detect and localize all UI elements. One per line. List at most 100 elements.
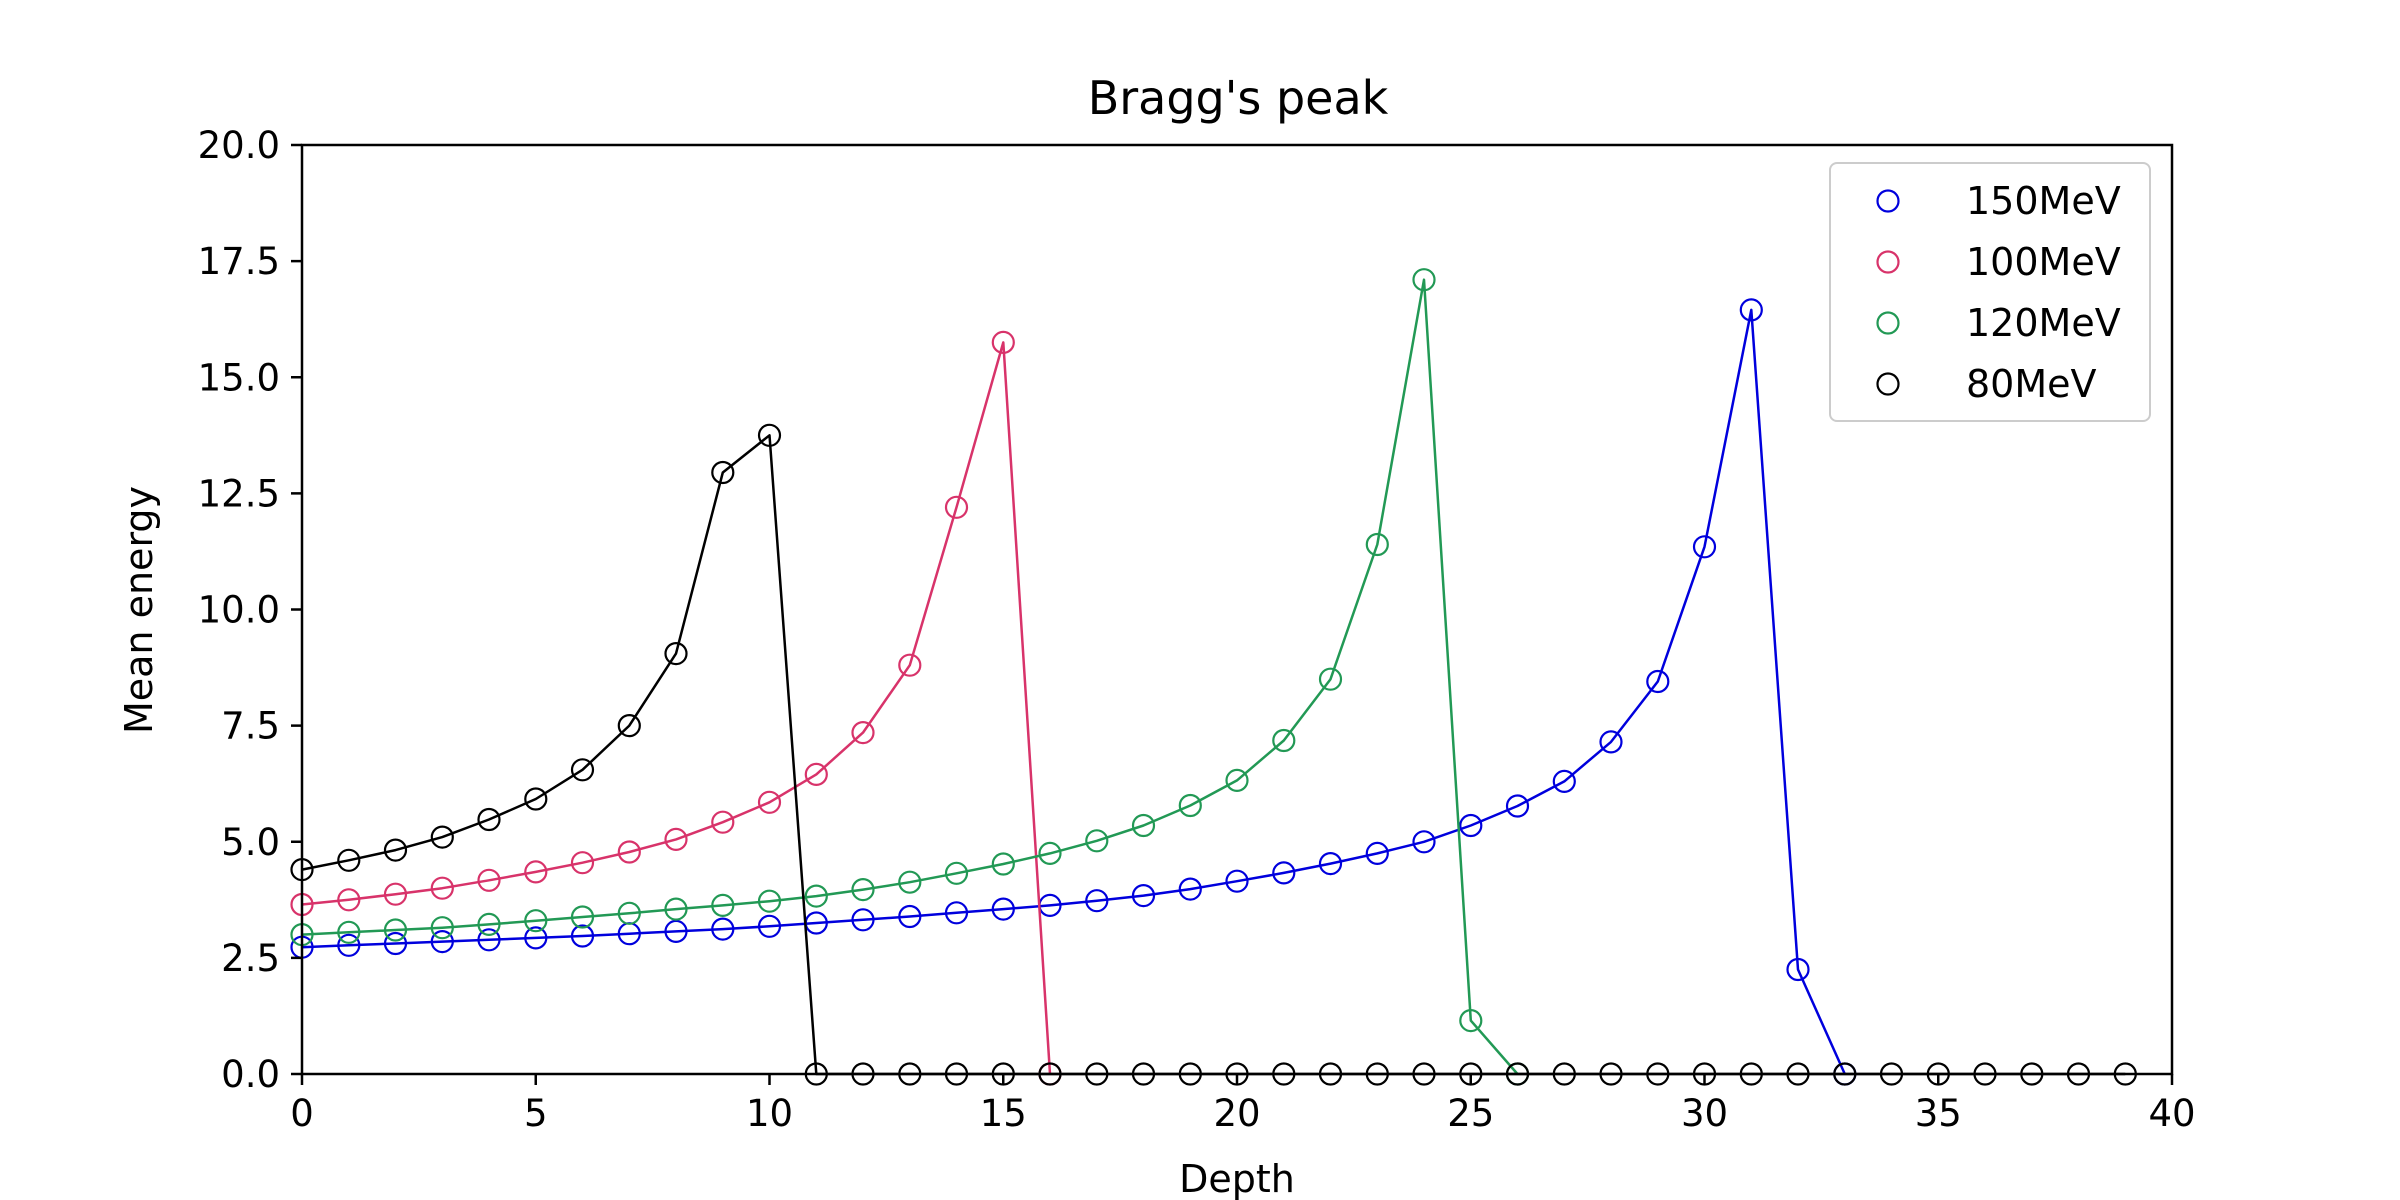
- data-point: [1178, 793, 1202, 818]
- data-point: [1318, 667, 1343, 691]
- data-point: [1739, 298, 1763, 322]
- data-point: [1505, 794, 1530, 818]
- legend-label: 100MeV: [1966, 240, 2121, 284]
- data-point: [991, 897, 1015, 921]
- x-tick-label: 35: [1915, 1092, 1962, 1135]
- data-point: [337, 933, 361, 957]
- data-point: [757, 914, 782, 938]
- x-tick-label: 5: [524, 1092, 548, 1135]
- legend-marker: [1876, 311, 1900, 335]
- data-point: [757, 423, 782, 447]
- data-point: [383, 931, 408, 956]
- data-point: [944, 901, 969, 925]
- series-120MeV: [290, 268, 1530, 1086]
- legend-box: [1829, 162, 2151, 422]
- legend-marker: [1876, 372, 1900, 396]
- y-tick-label: 2.5: [221, 937, 280, 980]
- series-line: [301, 308, 1846, 1075]
- data-point: [664, 827, 688, 852]
- data-point: [1786, 957, 1810, 982]
- series-line: [301, 341, 1052, 1075]
- data-point: [1318, 851, 1343, 876]
- data-point: [1225, 869, 1249, 893]
- data-point: [570, 905, 595, 929]
- y-tick-label: 7.5: [221, 705, 280, 748]
- data-point: [1599, 730, 1623, 754]
- data-point: [1365, 841, 1389, 866]
- data-point: [337, 888, 361, 912]
- data-point: [524, 860, 548, 884]
- x-tick-label: 30: [1681, 1092, 1728, 1135]
- data-point: [337, 848, 361, 872]
- data-point: [524, 926, 548, 950]
- data-point: [1272, 861, 1296, 885]
- data-point: [1131, 883, 1156, 908]
- data-point: [570, 758, 595, 782]
- data-point: [1085, 829, 1109, 853]
- data-point: [1459, 1008, 1483, 1033]
- y-tick-label: 10.0: [198, 589, 280, 632]
- data-point: [757, 889, 782, 913]
- data-point: [430, 825, 454, 849]
- data-point: [477, 868, 501, 892]
- data-point: [898, 653, 922, 677]
- data-point: [898, 870, 922, 894]
- data-point: [664, 897, 688, 921]
- data-point: [1085, 889, 1109, 913]
- data-point: [711, 917, 735, 941]
- x-tick-label: 25: [1447, 1092, 1494, 1135]
- data-point: [383, 882, 408, 906]
- data-point: [430, 876, 454, 900]
- data-point: [991, 852, 1015, 876]
- x-axis-label: Depth: [1179, 1157, 1295, 1200]
- data-point: [1692, 535, 1717, 559]
- data-point: [944, 495, 969, 519]
- data-point: [1459, 813, 1483, 838]
- data-point: [524, 787, 548, 811]
- data-point: [851, 908, 875, 932]
- legend: 150MeV 100MeV 120MeV 80MeV: [1829, 162, 2151, 422]
- data-point: [944, 861, 969, 885]
- series-line: [301, 434, 2126, 1076]
- series-150MeV: [290, 298, 1857, 1086]
- data-point: [757, 790, 782, 814]
- data-point: [337, 920, 361, 944]
- data-point: [1412, 268, 1436, 292]
- plot-frame: [300, 143, 2174, 1076]
- data-point: [430, 929, 454, 954]
- x-tick-label: 20: [1213, 1092, 1260, 1135]
- x-axis-ticks: 0 5 10 15 20 25 30 35 40: [290, 1074, 2196, 1135]
- y-tick-label: 17.5: [198, 240, 280, 283]
- y-tick-label: 0.0: [221, 1053, 280, 1096]
- data-point: [804, 762, 828, 787]
- series-100MeV: [290, 330, 1062, 1086]
- y-tick-label: 15.0: [198, 356, 280, 399]
- data-point: [991, 330, 1015, 354]
- legend-label: 150MeV: [1966, 179, 2121, 223]
- data-point: [851, 877, 875, 902]
- legend-marker: [1876, 250, 1900, 274]
- data-point: [1646, 669, 1670, 694]
- data-point: [1178, 877, 1202, 901]
- series-80MeV: [290, 423, 2137, 1086]
- chart-title: Bragg's peak: [1088, 71, 1389, 125]
- data-point: [898, 904, 922, 929]
- data-point: [570, 924, 595, 948]
- legend-marker: [1876, 189, 1900, 213]
- data-point: [664, 641, 688, 666]
- data-point: [711, 810, 735, 834]
- data-point: [1412, 830, 1436, 854]
- x-tick-label: 0: [290, 1092, 314, 1135]
- data-point: [383, 838, 408, 862]
- data-point: [617, 713, 641, 738]
- data-point: [711, 893, 735, 918]
- data-point: [524, 909, 548, 933]
- data-point: [477, 807, 501, 832]
- data-point: [851, 720, 875, 745]
- data-point: [1552, 769, 1576, 794]
- y-axis-ticks: 0.0 2.5 5.0 7.5 10.0 12.5 15.0 17.5 20.0: [198, 124, 302, 1096]
- data-point: [617, 901, 641, 925]
- data-point: [617, 840, 641, 864]
- data-point: [1225, 768, 1249, 793]
